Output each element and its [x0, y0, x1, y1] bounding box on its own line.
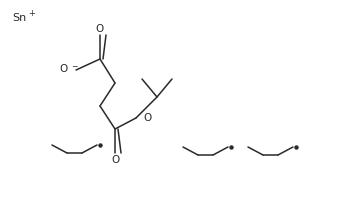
Text: O: O: [60, 64, 68, 74]
Text: O: O: [143, 113, 151, 123]
Text: O: O: [112, 155, 120, 165]
Text: O: O: [96, 24, 104, 34]
Text: +: +: [28, 9, 35, 19]
Text: −: −: [71, 62, 78, 71]
Text: Sn: Sn: [12, 13, 26, 23]
